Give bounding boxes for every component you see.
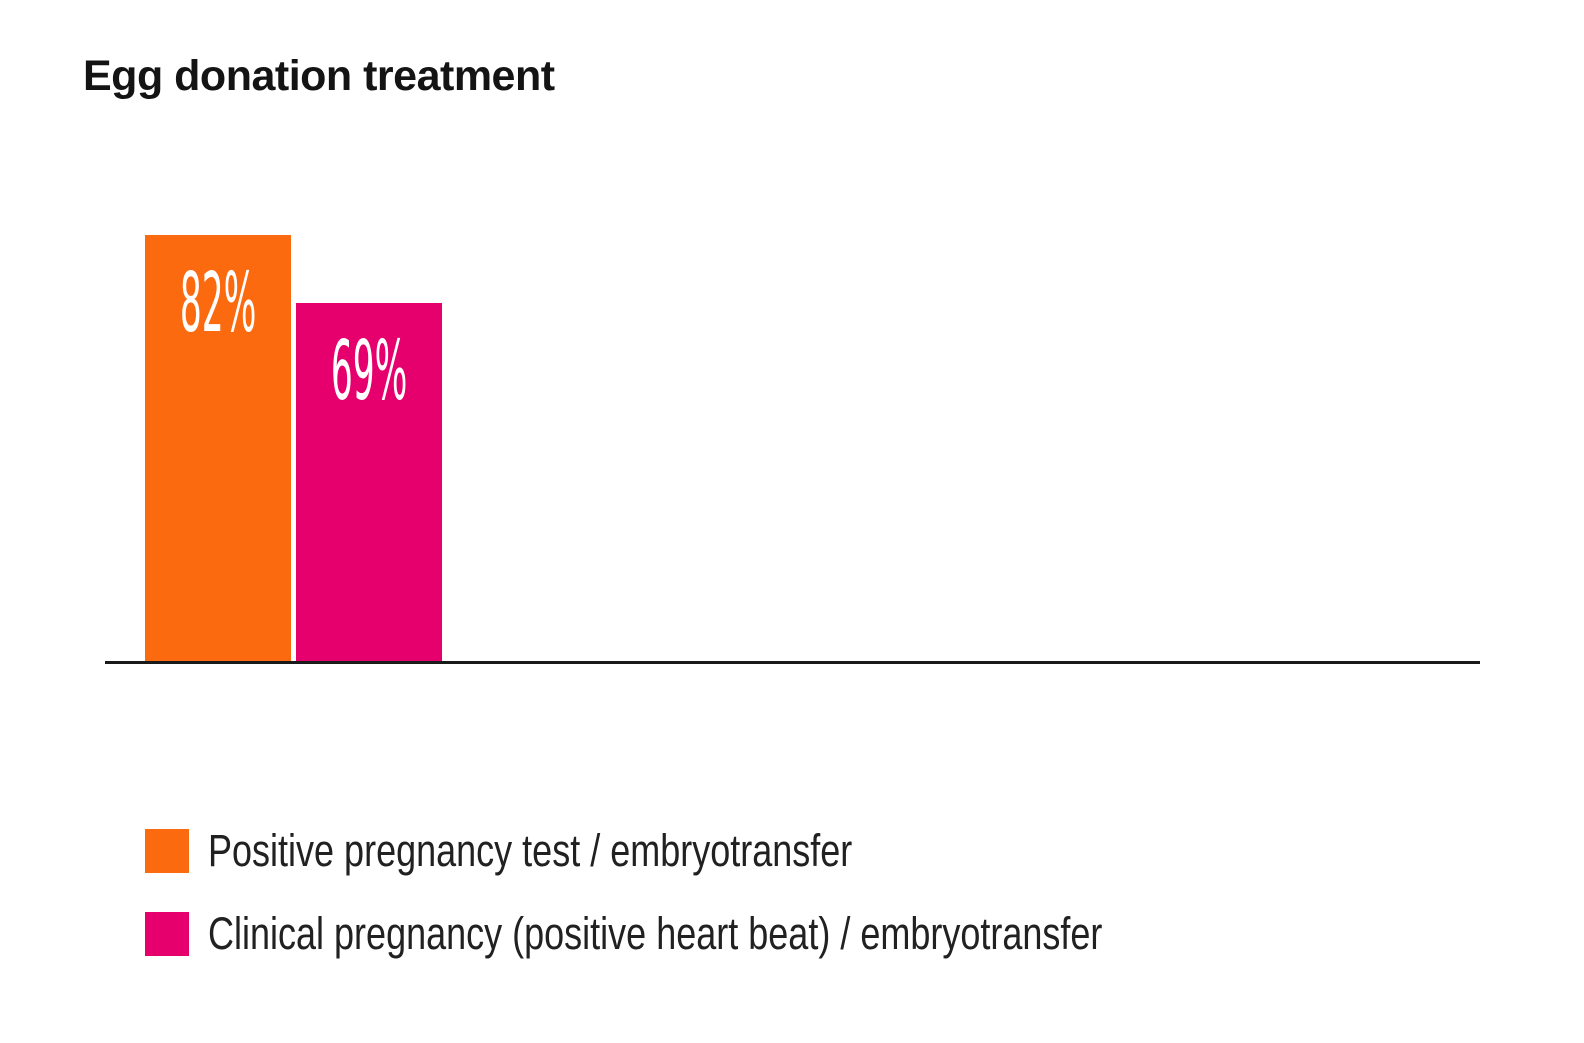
legend: Positive pregnancy test / embryotransfer… bbox=[145, 828, 1326, 956]
legend-swatch-pink bbox=[145, 911, 189, 956]
bar-value-label-69: 69% bbox=[330, 323, 408, 419]
legend-item-positive-pregnancy-test: Positive pregnancy test / embryotransfer bbox=[145, 828, 1326, 873]
bar-positive-pregnancy-test: 82% bbox=[145, 235, 291, 661]
plot-area: 82% 69% bbox=[105, 142, 1480, 664]
chart-title: Egg donation treatment bbox=[83, 52, 555, 100]
legend-label: Clinical pregnancy (positive heart beat)… bbox=[208, 908, 1103, 959]
bar-value-label-82: 82% bbox=[179, 256, 257, 352]
legend-swatch-orange bbox=[145, 828, 189, 873]
legend-label: Positive pregnancy test / embryotransfer bbox=[208, 825, 853, 876]
legend-item-clinical-pregnancy: Clinical pregnancy (positive heart beat)… bbox=[145, 911, 1326, 956]
bar-clinical-pregnancy: 69% bbox=[296, 302, 442, 661]
